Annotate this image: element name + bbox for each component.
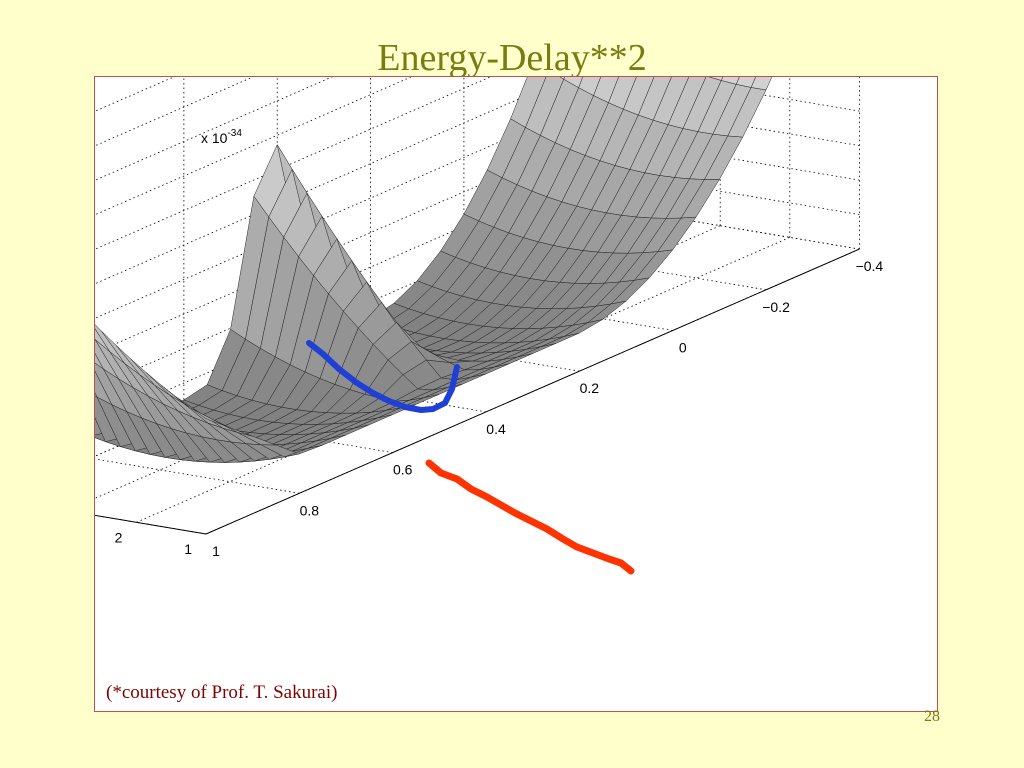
energy-delay-surface bbox=[95, 77, 773, 463]
figure-frame: 00.10.20.30.40.50.60.70.80.91 10.80.60.4… bbox=[94, 76, 938, 712]
surface-facet bbox=[667, 77, 707, 129]
x-tick-label: −0.2 bbox=[762, 299, 790, 315]
plot-axes bbox=[95, 248, 860, 535]
x-tick-label: 0.4 bbox=[486, 421, 506, 437]
surface-plot: 00.10.20.30.40.50.60.70.80.91 10.80.60.4… bbox=[95, 77, 883, 575]
x-tick-label: 0.2 bbox=[580, 380, 600, 396]
surface-facet bbox=[563, 77, 583, 89]
surface-facet bbox=[559, 77, 565, 80]
z-exponent-label: x 10-34 bbox=[201, 128, 242, 146]
x-tick-label: 0.8 bbox=[300, 502, 320, 518]
surface-facet bbox=[720, 77, 740, 85]
x-tick-label: −0.4 bbox=[856, 258, 884, 274]
surface-facet bbox=[750, 77, 773, 91]
blue-annotation-stroke bbox=[306, 340, 460, 413]
y-tick-label: 1 bbox=[184, 541, 192, 557]
surface-facet bbox=[637, 77, 672, 121]
surface-facet bbox=[735, 77, 756, 88]
surface-facet bbox=[623, 77, 655, 116]
surface-facet bbox=[593, 77, 619, 104]
slide-number: 28 bbox=[924, 708, 940, 725]
surface-facet bbox=[708, 77, 724, 81]
x-tick-label: 0.6 bbox=[393, 462, 413, 478]
y-tick-label: 2 bbox=[115, 529, 123, 545]
surface-facet bbox=[652, 77, 690, 125]
surface-facet bbox=[608, 77, 637, 110]
y-axis-ticks: 1234 bbox=[115, 529, 193, 557]
x-tick-label: 0 bbox=[679, 340, 687, 356]
surface-facet bbox=[510, 77, 547, 128]
slide-title: Energy-Delay**2 bbox=[377, 37, 647, 79]
red-annotation-stroke bbox=[425, 459, 635, 575]
x-tick-label: 1 bbox=[212, 543, 220, 559]
x-axis-ticks: 1 0.8 0.6 0.4 0.2 0 −0.2 −0.4 bbox=[212, 258, 883, 559]
figure-caption: (*courtesy of Prof. T. Sakurai) bbox=[106, 682, 338, 703]
